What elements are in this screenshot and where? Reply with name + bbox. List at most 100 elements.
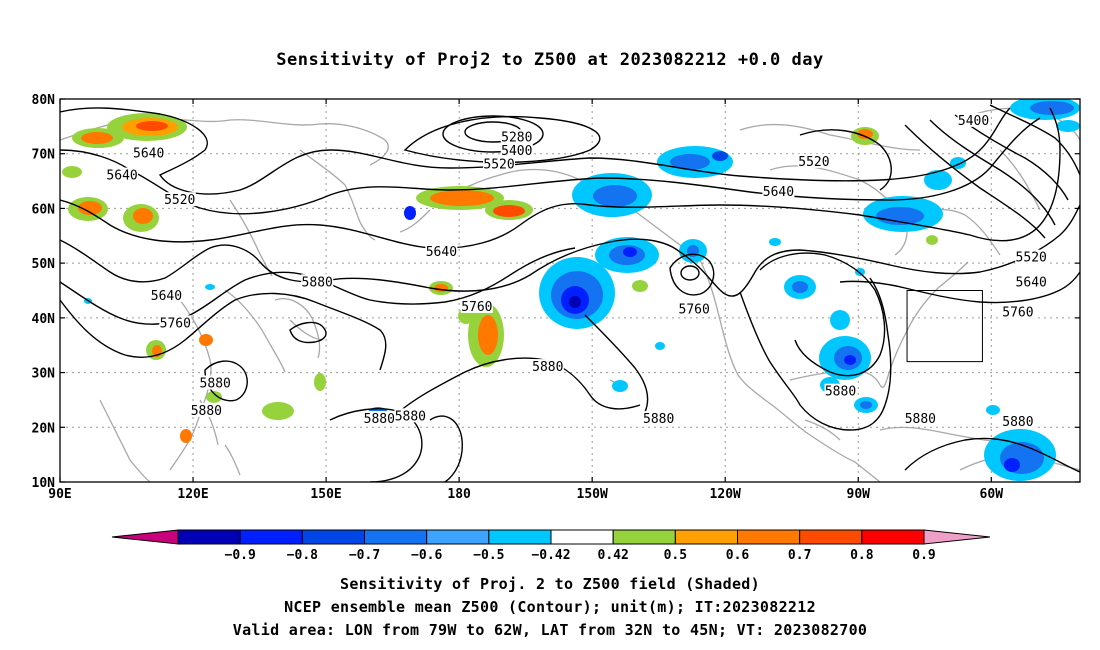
contour-line xyxy=(442,115,544,153)
contour-label: 5520 xyxy=(164,193,195,208)
contour-line xyxy=(904,437,1080,473)
contour-label: 5880 xyxy=(1002,415,1033,430)
colorbar-swatch xyxy=(737,529,801,545)
contour-line xyxy=(669,253,715,296)
negative-sensitivity xyxy=(84,99,1080,481)
shade-patch xyxy=(404,206,416,220)
colorbar-label: −0.7 xyxy=(349,548,380,563)
contour-label: 5880 xyxy=(643,412,674,427)
shade-patch xyxy=(262,402,294,420)
sakhalin xyxy=(289,319,323,341)
lat-tick-label: 70N xyxy=(32,148,56,163)
lat-tick-label: 50N xyxy=(32,257,56,272)
shade-patch xyxy=(314,373,326,391)
contour-label-bg xyxy=(199,375,232,390)
sensitivity-shading xyxy=(62,99,1080,481)
contour-label-bg xyxy=(394,408,427,423)
colorbar-label: 0.8 xyxy=(850,548,874,563)
shade-patch xyxy=(493,205,525,217)
lat-tick-label: 10N xyxy=(32,476,56,491)
shade-patch xyxy=(478,315,498,355)
contour-label: 5640 xyxy=(106,169,137,184)
contour-label-bg xyxy=(762,184,795,199)
lon-tick-label: 120W xyxy=(710,487,741,502)
colorbar-label: 0.42 xyxy=(598,548,629,563)
shade-patch xyxy=(860,401,872,409)
lon-tick-label: 120E xyxy=(177,487,208,502)
lon-tick-label: 60W xyxy=(980,487,1004,502)
colorbar-max-arrow xyxy=(923,529,991,545)
contour-line xyxy=(60,107,1011,195)
shade-patch xyxy=(180,429,192,443)
contour-label-bg xyxy=(106,167,139,182)
contour-label-bg xyxy=(904,411,937,426)
map-frame xyxy=(59,98,1081,483)
page-title: Sensitivity of Proj2 to Z500 at 20230822… xyxy=(276,50,824,70)
colorbar-swatch xyxy=(799,529,863,545)
shade-patch xyxy=(655,342,665,350)
contour-label: 5520 xyxy=(798,155,829,170)
shade-patch xyxy=(62,166,82,178)
colorbar-label: 0.5 xyxy=(664,548,687,563)
korea-coast xyxy=(224,289,286,373)
lon-tick-label: 90E xyxy=(48,487,71,502)
contour-label: 5880 xyxy=(825,385,856,400)
contour-label: 5760 xyxy=(679,303,710,318)
contour-label: 5640 xyxy=(151,289,182,304)
colorbar-label: 0.6 xyxy=(726,548,750,563)
contour-label-bg xyxy=(132,145,165,160)
contour-label-bg xyxy=(500,129,533,144)
shade-patch xyxy=(632,280,648,292)
contour-line xyxy=(989,104,1080,176)
colorbar-label: −0.9 xyxy=(225,548,256,563)
lon-tick-label: 90W xyxy=(847,487,871,502)
shade-patch xyxy=(199,334,213,346)
colorbar-swatch xyxy=(364,529,428,545)
contour-line xyxy=(799,129,892,191)
latitude-axis: 80N 70N 60N 50N 40N 30N 20N 10N xyxy=(32,93,1080,491)
colorbar-swatch xyxy=(861,529,925,545)
longitude-axis: 90E 120E 150E 180 150W 120W 90W 60W xyxy=(48,99,1003,502)
contour-label: 5880 xyxy=(200,377,231,392)
colorbar-label: 0.9 xyxy=(912,548,935,563)
shade-patch xyxy=(844,355,856,365)
contour-label-bg xyxy=(190,402,223,417)
z500-contours xyxy=(60,104,1080,482)
contour-label: 5400 xyxy=(501,144,532,159)
shade-patch xyxy=(612,380,628,392)
shade-patch xyxy=(769,238,781,246)
contour-line xyxy=(904,124,1046,239)
central-america xyxy=(764,399,881,482)
contour-label: 5400 xyxy=(958,114,989,129)
contour-label: 5640 xyxy=(1016,275,1047,290)
contour-label: 5880 xyxy=(395,409,426,424)
shade-patch xyxy=(926,235,938,245)
contour-label-bg xyxy=(531,359,564,374)
indochina-coast xyxy=(99,399,151,482)
contour-label: 5760 xyxy=(1002,305,1033,320)
contour-line xyxy=(289,321,327,344)
shade-patch xyxy=(78,201,102,215)
yucatan xyxy=(804,419,841,441)
contour-label-bg xyxy=(500,142,533,157)
contour-line xyxy=(60,292,387,371)
contour-label-bg xyxy=(957,112,990,127)
contour-line xyxy=(954,114,1069,201)
map-plot-area: 5280540054005520552055205520564056405640… xyxy=(59,98,1081,483)
contour-line xyxy=(680,265,700,281)
shade-patch xyxy=(205,284,215,290)
shade-patch xyxy=(855,268,865,276)
na-west-coast xyxy=(699,259,766,401)
shade-patch xyxy=(1056,120,1080,132)
contour-label-bg xyxy=(1001,413,1034,428)
contour-label-bg xyxy=(1015,274,1048,289)
colorbar-label: 0.7 xyxy=(788,548,811,563)
contour-label: 5880 xyxy=(905,412,936,427)
contour-label-bg xyxy=(483,156,516,171)
contour-label-bg xyxy=(159,315,192,330)
contour-label-bg xyxy=(642,411,675,426)
contour-line xyxy=(60,107,1061,249)
contour-line xyxy=(584,314,649,413)
shade-patch xyxy=(712,151,728,161)
contour-line xyxy=(739,277,892,431)
